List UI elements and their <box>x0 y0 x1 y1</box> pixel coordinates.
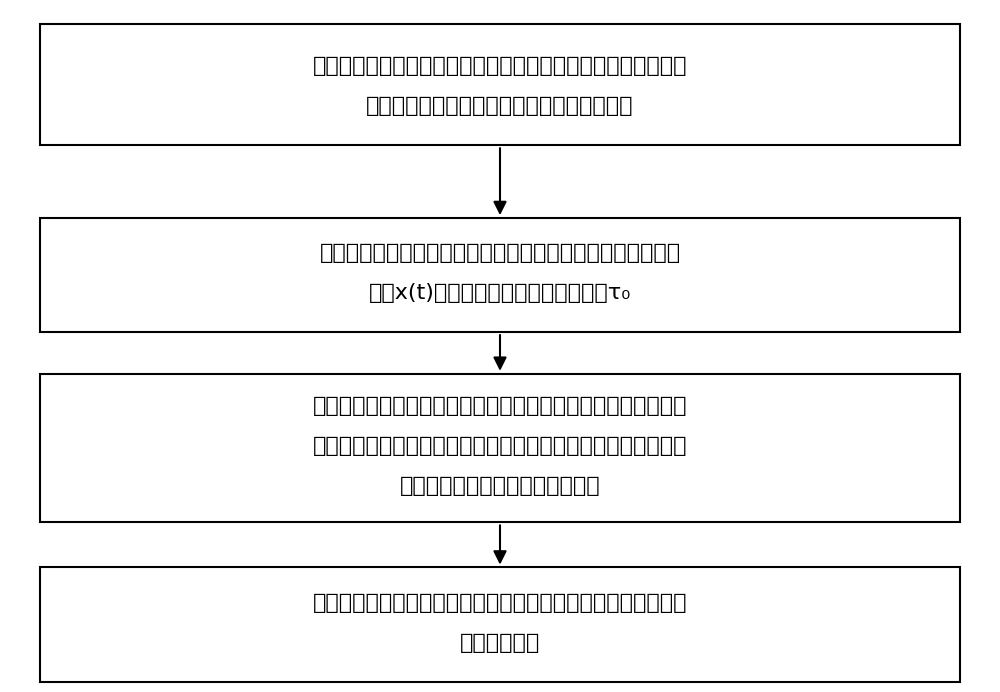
Text: 两路信号经过光耦合器合为一路，又经波分解复用器将经过处理: 两路信号经过光耦合器合为一路，又经波分解复用器将经过处理 <box>313 397 687 417</box>
FancyBboxPatch shape <box>40 567 960 682</box>
Text: 后的两束波长不同的光分开，然后分别经过经过由数字信号和控: 后的两束波长不同的光分开，然后分别经过经过由数字信号和控 <box>313 437 687 456</box>
Text: 号转为电信号: 号转为电信号 <box>460 632 540 653</box>
Text: 复用光信号经过光耦合器分为完全相同的两路，一路调制射频: 复用光信号经过光耦合器分为完全相同的两路，一路调制射频 <box>319 244 681 264</box>
FancyBboxPatch shape <box>40 218 960 332</box>
Text: 两路光信号经过波分复用器合为一路，又经过光电检测器把光信: 两路光信号经过波分复用器合为一路，又经过光电检测器把光信 <box>313 593 687 613</box>
Text: 两个单波长光源产生连续光载波，所述两路连续光载波经过波分: 两个单波长光源产生连续光载波，所述两路连续光载波经过波分 <box>313 57 687 77</box>
FancyBboxPatch shape <box>40 24 960 145</box>
Text: 复用器后进行加权叠加并输出一路复用光信号: 复用器后进行加权叠加并输出一路复用光信号 <box>366 96 634 116</box>
FancyBboxPatch shape <box>40 374 960 522</box>
Text: 制的光开关，一路通时则另一路断: 制的光开关，一路通时则另一路断 <box>400 476 600 496</box>
Text: 信号x(t)，一路经过光延时线，延时为τ₀: 信号x(t)，一路经过光延时线，延时为τ₀ <box>369 283 631 303</box>
